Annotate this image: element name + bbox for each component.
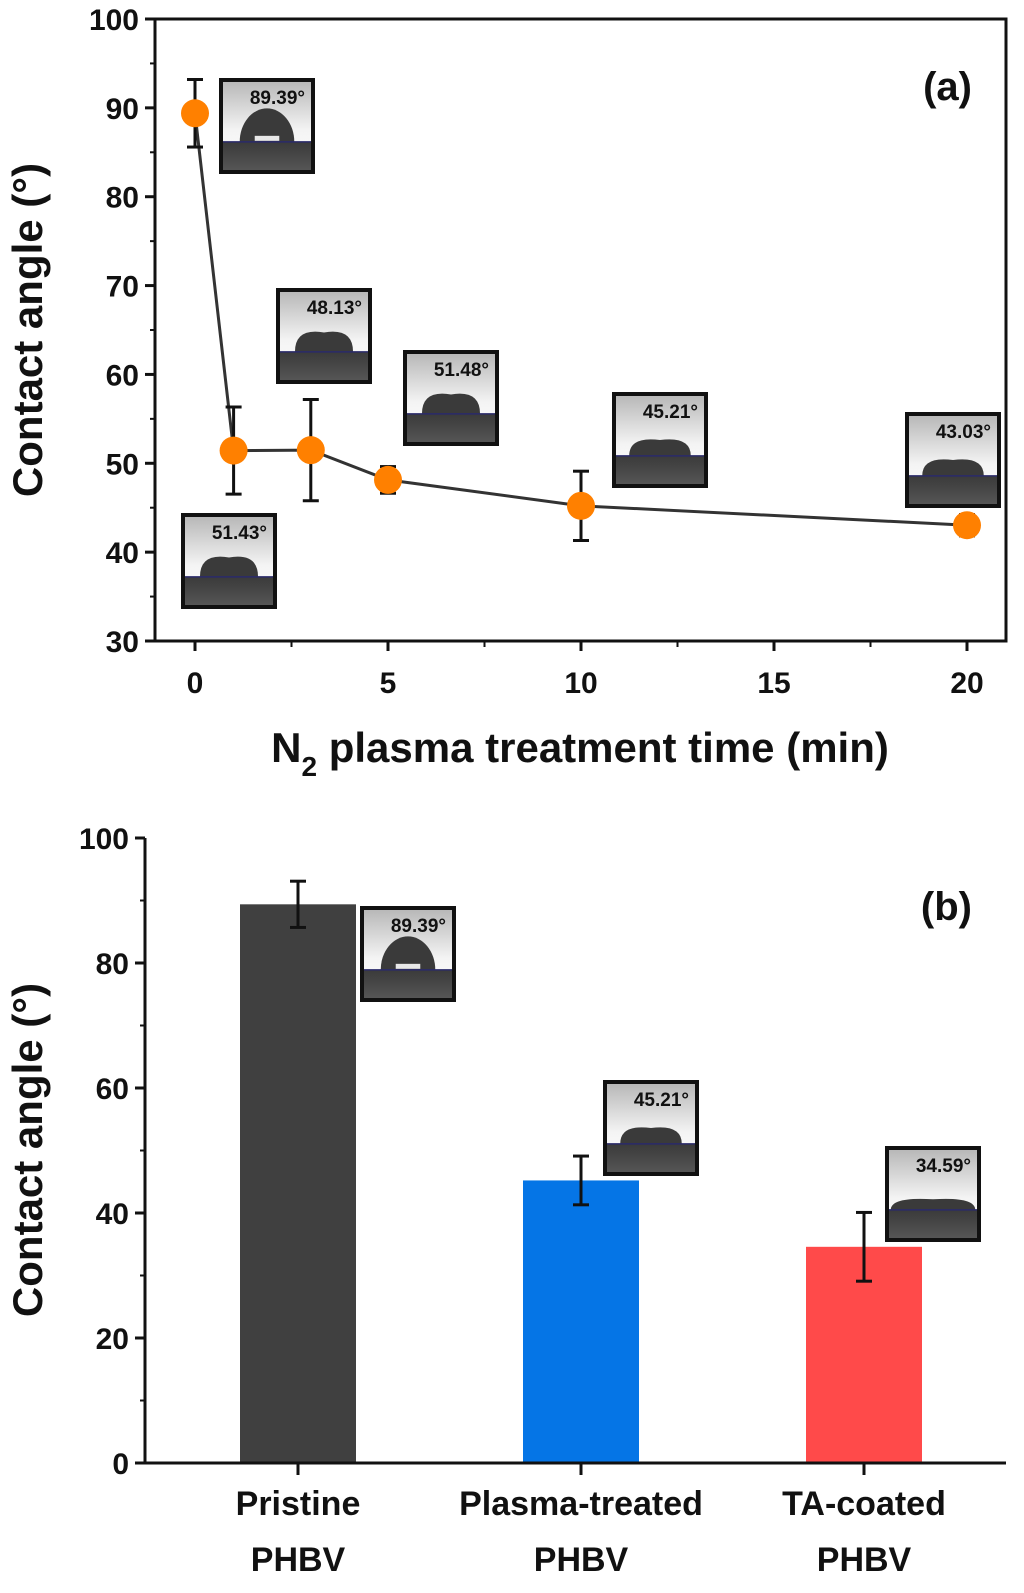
bar	[240, 904, 356, 1463]
inset-substrate	[607, 1143, 695, 1172]
y-tick-label-a: 40	[106, 537, 139, 570]
droplet-inset-a: 45.21°	[612, 392, 708, 488]
x-tick-label-a: 5	[380, 667, 397, 700]
x-category-label-b: PHBV	[817, 1541, 912, 1579]
inset-substrate	[407, 413, 495, 442]
droplet-shape	[629, 439, 691, 456]
droplet-inset-a: 51.43°	[181, 513, 277, 609]
droplet-shape	[294, 331, 354, 352]
error-bar-b	[856, 1210, 872, 1283]
y-ticks-a: 30 40 50 60 70 80 90 100	[89, 4, 155, 659]
y-tick-label-b: 80	[96, 948, 129, 981]
x-tick-label-a: 20	[950, 667, 983, 700]
droplet-insets-b: 89.39° 45.21° 34.59°	[360, 906, 981, 1242]
panel-label-a: (a)	[923, 65, 972, 109]
bar	[523, 1180, 639, 1463]
x-category-label-b: Pristine	[236, 1485, 361, 1523]
series-line-a	[193, 113, 968, 527]
y-axis-title-a: Contact angle (°)	[4, 163, 51, 497]
error-bar-b	[290, 879, 306, 929]
y-tick-label-b: 0	[112, 1448, 129, 1481]
x-tick-label-a: 0	[187, 667, 204, 700]
data-point	[296, 436, 325, 465]
data-point	[567, 491, 595, 520]
droplet-inset-b: 89.39°	[360, 906, 456, 1002]
error-bar-b	[573, 1154, 589, 1207]
inset-substrate	[364, 969, 452, 998]
inset-substrate	[185, 576, 273, 605]
x-category-label-b: PHBV	[534, 1541, 629, 1579]
inset-angle-label: 43.03°	[936, 422, 991, 443]
droplet-shape	[239, 108, 295, 142]
x-axis-title-subscript: 2	[301, 751, 317, 782]
inset-angle-label: 51.43°	[212, 523, 267, 544]
droplet-reflection	[395, 963, 421, 969]
droplet-shape	[199, 556, 259, 577]
error-bars-b	[290, 879, 872, 1283]
droplet-shape	[421, 393, 481, 414]
droplet-inset-a: 89.39°	[219, 78, 315, 174]
x-axis-title-main: N	[271, 724, 301, 771]
bars-b	[240, 904, 922, 1463]
y-tick-label-b: 100	[79, 823, 129, 856]
y-tick-label-a: 50	[106, 448, 139, 481]
droplet-shape	[890, 1198, 976, 1210]
data-point	[181, 99, 209, 128]
inset-angle-label: 89.39°	[391, 916, 446, 937]
x-tick-label-a: 15	[757, 667, 790, 700]
x-tick-label-a: 10	[564, 667, 597, 700]
inset-substrate	[889, 1209, 977, 1238]
y-tick-label-a: 100	[89, 4, 139, 37]
x-axis-title-a: N2 plasma treatment time (min)	[271, 724, 889, 782]
droplet-inset-a: 48.13°	[276, 288, 372, 384]
y-ticks-b: 0 20 40 60 80 100	[79, 823, 145, 1481]
droplet-shape	[620, 1127, 682, 1144]
inset-angle-label: 48.13°	[307, 298, 362, 319]
y-tick-label-a: 80	[106, 182, 139, 215]
y-tick-label-a: 60	[106, 359, 139, 392]
data-points-a	[181, 99, 981, 540]
droplet-inset-b: 34.59°	[885, 1146, 981, 1242]
inset-angle-label: 51.48°	[434, 360, 489, 381]
y-tick-label-b: 20	[96, 1323, 129, 1356]
data-point	[953, 511, 981, 540]
droplet-shape	[922, 459, 984, 476]
inset-substrate	[616, 455, 704, 484]
inset-angle-label: 89.39°	[250, 88, 305, 109]
droplet-inset-b: 45.21°	[603, 1080, 699, 1176]
y-tick-label-b: 60	[96, 1073, 129, 1106]
data-point	[219, 436, 248, 465]
droplet-reflection	[254, 135, 280, 141]
y-tick-label-b: 40	[96, 1198, 129, 1231]
droplet-inset-a: 43.03°	[905, 412, 1001, 508]
droplet-inset-a: 51.48°	[403, 350, 499, 446]
x-axis-title-rest: plasma treatment time (min)	[317, 724, 889, 771]
inset-angle-label: 45.21°	[643, 402, 698, 423]
panel-a: 30 40 50 60 70 80 90 100 0 5 10 15 20 89.39° 51.43° 4…	[4, 4, 1008, 782]
y-axis-title-b: Contact angle (°)	[4, 983, 51, 1317]
y-tick-label-a: 90	[106, 93, 139, 126]
panel-label-b: (b)	[921, 885, 972, 929]
bar	[806, 1246, 922, 1463]
x-category-label-b: PHBV	[251, 1541, 346, 1579]
x-ticks-b: Pristine PHBV Plasma-treated PHBV TA-coated P…	[236, 1463, 946, 1579]
inset-substrate	[223, 141, 311, 170]
inset-substrate	[280, 351, 368, 380]
x-category-label-b: Plasma-treated	[459, 1485, 703, 1523]
y-tick-label-a: 30	[106, 626, 139, 659]
inset-angle-label: 45.21°	[634, 1090, 689, 1111]
inset-substrate	[909, 475, 997, 504]
x-ticks-a: 0 5 10 15 20	[187, 641, 984, 700]
y-tick-label-a: 70	[106, 271, 139, 304]
series-line	[193, 113, 968, 527]
inset-angle-label: 34.59°	[916, 1156, 971, 1177]
droplet-shape	[380, 936, 436, 970]
droplet-insets-a: 89.39° 51.43° 48.13° 51.48° 45.21° 43.03°	[181, 78, 1001, 609]
data-point	[374, 465, 402, 494]
x-category-label-b: TA-coated	[782, 1485, 946, 1523]
